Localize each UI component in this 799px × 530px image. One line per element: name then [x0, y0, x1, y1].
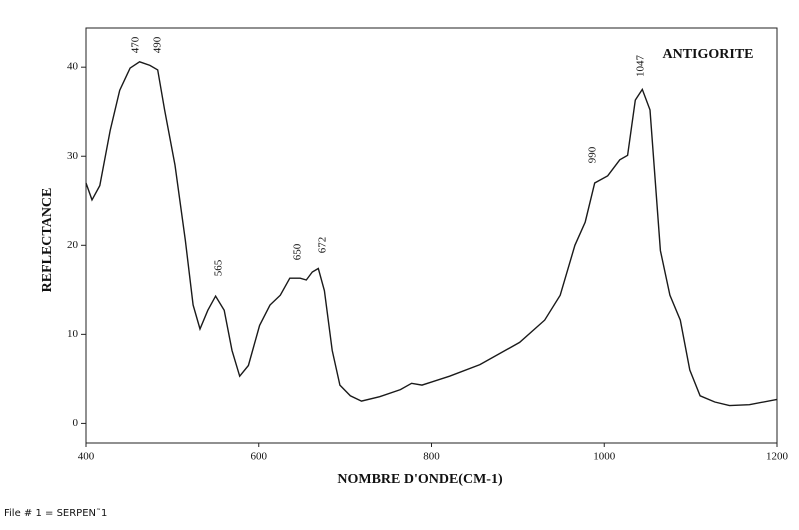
x-tick-label: 600 [251, 451, 268, 463]
y-tick-label: 20 [67, 239, 79, 251]
peak-label: 650 [292, 243, 304, 260]
x-tick-label: 1000 [593, 451, 616, 463]
y-axis-label: REFLECTANCE [40, 188, 55, 293]
y-tick-label: 40 [67, 61, 79, 73]
peak-label: 672 [317, 237, 329, 254]
plot-frame [85, 27, 778, 444]
peak-label: 470 [130, 36, 142, 53]
y-tick-label: 10 [67, 328, 79, 340]
footer: File # 1 = SERPEN˜1 [4, 507, 107, 519]
y-tick-label: 30 [67, 150, 79, 162]
sample-name: ANTIGORITE [662, 47, 753, 62]
x-tick-label: 1200 [766, 451, 789, 463]
spectrum-line [85, 61, 778, 407]
peak-label: 490 [152, 36, 164, 53]
peak-label: 1047 [635, 55, 647, 78]
peak-label: 990 [587, 146, 599, 163]
peak-label: 565 [213, 259, 225, 276]
x-tick-label: 400 [78, 451, 95, 463]
y-tick-label: 0 [73, 417, 79, 429]
x-axis-label: NOMBRE D'ONDE(CM-1) [337, 472, 503, 487]
x-tick-label: 800 [423, 451, 440, 463]
